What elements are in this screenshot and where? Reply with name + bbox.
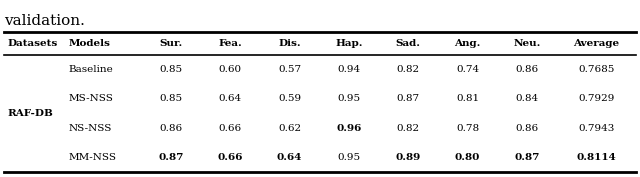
Text: MS-NSS: MS-NSS [68, 94, 113, 103]
Text: 0.84: 0.84 [515, 94, 538, 103]
Text: 0.85: 0.85 [159, 65, 182, 74]
Text: 0.96: 0.96 [336, 124, 362, 133]
Text: 0.66: 0.66 [218, 153, 243, 162]
Text: Fea.: Fea. [218, 39, 242, 48]
Text: Neu.: Neu. [513, 39, 541, 48]
Text: 0.81: 0.81 [456, 94, 479, 103]
Text: 0.94: 0.94 [337, 65, 360, 74]
Text: 0.8114: 0.8114 [577, 153, 616, 162]
Text: 0.82: 0.82 [397, 124, 420, 133]
Text: 0.80: 0.80 [455, 153, 480, 162]
Text: 0.74: 0.74 [456, 65, 479, 74]
Text: MM-NSS: MM-NSS [68, 153, 116, 162]
Text: 0.86: 0.86 [515, 124, 538, 133]
Text: 0.57: 0.57 [278, 65, 301, 74]
Text: Sad.: Sad. [396, 39, 420, 48]
Text: 0.60: 0.60 [219, 65, 242, 74]
Text: Hap.: Hap. [335, 39, 363, 48]
Text: 0.82: 0.82 [397, 65, 420, 74]
Text: NS-NSS: NS-NSS [68, 124, 112, 133]
Text: 0.64: 0.64 [277, 153, 302, 162]
Text: Average: Average [573, 39, 620, 48]
Text: 0.87: 0.87 [514, 153, 540, 162]
Text: 0.7929: 0.7929 [578, 94, 614, 103]
Text: Models: Models [68, 39, 110, 48]
Text: 0.86: 0.86 [159, 124, 182, 133]
Text: Ang.: Ang. [454, 39, 481, 48]
Text: Sur.: Sur. [159, 39, 182, 48]
Text: Dis.: Dis. [278, 39, 301, 48]
Text: 0.64: 0.64 [219, 94, 242, 103]
Text: 0.95: 0.95 [337, 153, 360, 162]
Text: 0.86: 0.86 [515, 65, 538, 74]
Text: 0.87: 0.87 [397, 94, 420, 103]
Text: 0.7685: 0.7685 [578, 65, 614, 74]
Text: 0.66: 0.66 [219, 124, 242, 133]
Text: Datasets: Datasets [7, 39, 57, 48]
Text: RAF-DB: RAF-DB [7, 109, 53, 118]
Text: 0.59: 0.59 [278, 94, 301, 103]
Text: Baseline: Baseline [68, 65, 113, 74]
Text: 0.87: 0.87 [158, 153, 184, 162]
Text: 0.7943: 0.7943 [578, 124, 614, 133]
Text: 0.89: 0.89 [396, 153, 421, 162]
Text: 0.78: 0.78 [456, 124, 479, 133]
Text: 0.62: 0.62 [278, 124, 301, 133]
Text: 0.85: 0.85 [159, 94, 182, 103]
Text: 0.95: 0.95 [337, 94, 360, 103]
Text: validation.: validation. [4, 14, 85, 28]
